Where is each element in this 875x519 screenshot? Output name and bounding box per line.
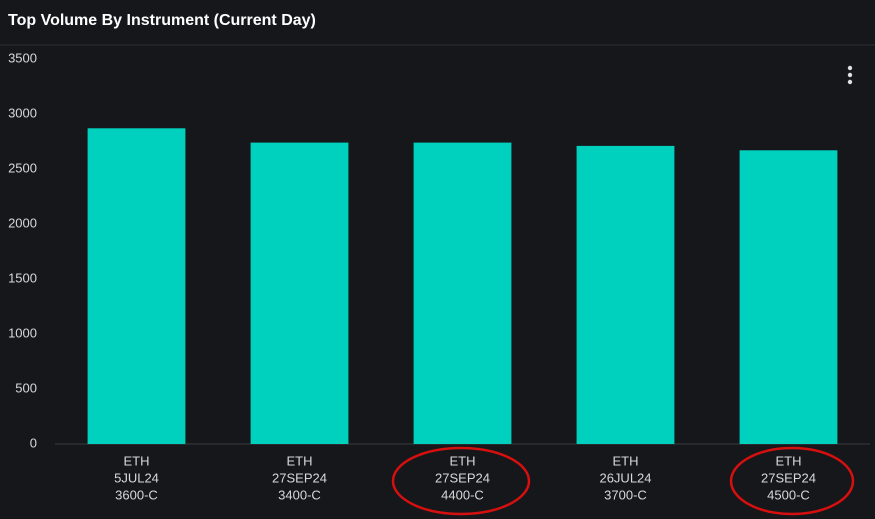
menu-dot [847,72,853,78]
bar [576,145,675,444]
x-tick-label: 26JUL24 [599,470,651,485]
x-tick-label: 3600-C [115,487,158,502]
x-tick-label: 27SEP24 [435,470,490,485]
x-tick-label: ETH [450,453,476,468]
bar [413,142,512,444]
y-tick-label: 2500 [8,160,37,175]
menu-dot [847,65,853,71]
bar [87,128,186,445]
bar [739,150,838,445]
y-tick-label: 1000 [8,325,37,340]
x-tick-label: ETH [124,453,150,468]
x-tick-label: 5JUL24 [114,470,159,485]
x-tick-label: ETH [287,453,313,468]
x-tick-label: ETH [613,453,639,468]
x-tick-label: 4500-C [767,487,810,502]
y-tick-label: 0 [30,435,37,450]
y-tick-label: 500 [15,380,37,395]
y-tick-label: 3500 [8,50,37,65]
menu-dot [847,79,853,85]
highlight-circle [391,446,531,516]
x-tick-label: ETH [776,453,802,468]
menu-button[interactable] [847,65,853,85]
bar [250,142,349,444]
y-tick-label: 3000 [8,105,37,120]
highlight-circle [729,446,855,516]
x-tick-label: 3400-C [278,487,321,502]
chart-title: Top Volume By Instrument (Current Day) [8,12,316,29]
y-tick-label: 2000 [8,215,37,230]
x-tick-label: 3700-C [604,487,647,502]
y-tick-label: 1500 [8,270,37,285]
x-tick-label: 27SEP24 [272,470,327,485]
x-tick-label: 4400-C [441,487,484,502]
x-tick-label: 27SEP24 [761,470,816,485]
